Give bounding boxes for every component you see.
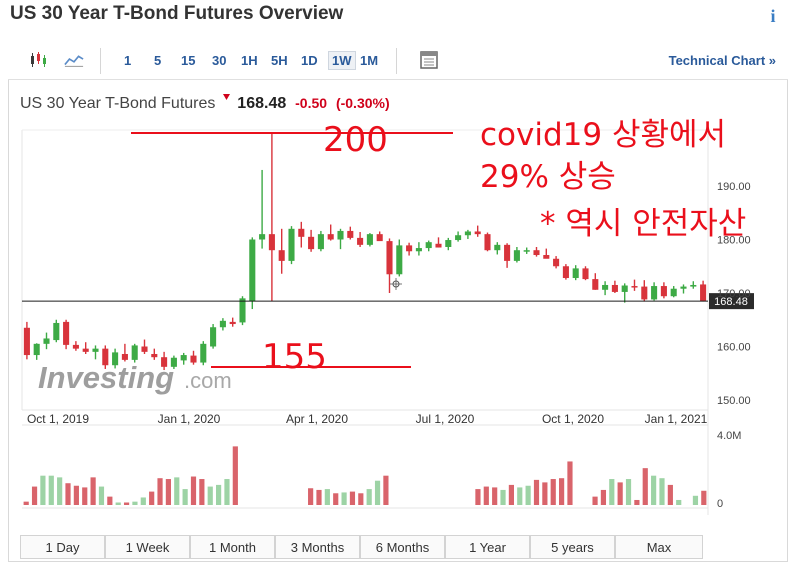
chart-panel (8, 42, 788, 562)
price-change: -0.50 (295, 95, 328, 111)
timeframe-1d[interactable]: 1D (301, 53, 318, 68)
range-1-week[interactable]: 1 Week (105, 535, 190, 559)
timeframe-1min[interactable]: 1 (124, 53, 132, 68)
area-chart-icon[interactable] (64, 50, 84, 70)
price-change-percent: (-0.30%) (335, 95, 390, 111)
table-view-icon[interactable] (419, 50, 439, 70)
range-1-day[interactable]: 1 Day (20, 535, 105, 559)
range-6-months[interactable]: 6 Months (360, 535, 445, 559)
down-arrow-icon (222, 94, 230, 100)
timeframe-5min[interactable]: 5 (154, 53, 162, 68)
range-1-month[interactable]: 1 Month (190, 535, 275, 559)
timeframe-5h[interactable]: 5H (271, 53, 288, 68)
timeframe-1w[interactable]: 1W (328, 51, 356, 70)
instrument-name: US 30 Year T-Bond Futures (20, 95, 216, 112)
toolbar-separator (396, 48, 397, 74)
candlestick-icon[interactable] (28, 50, 48, 70)
info-icon[interactable]: i (770, 6, 776, 26)
timeframe-1h[interactable]: 1H (241, 53, 258, 68)
page-title: US 30 Year T-Bond Futures Overview (10, 3, 344, 24)
timeframe-1m[interactable]: 1M (360, 53, 379, 68)
toolbar-separator (100, 48, 101, 74)
range-3-months[interactable]: 3 Months (275, 535, 360, 559)
timeframe-15min[interactable]: 15 (181, 53, 196, 68)
timeframe-30min[interactable]: 30 (212, 53, 227, 68)
range-max[interactable]: Max (615, 535, 703, 559)
range-5-years[interactable]: 5 years (530, 535, 615, 559)
quote-header: US 30 Year T-Bond Futures 168.48 -0.50 (… (20, 92, 390, 113)
last-price: 168.48 (237, 95, 287, 112)
range-1-year[interactable]: 1 Year (445, 535, 530, 559)
technical-chart-link[interactable]: Technical Chart » (668, 53, 776, 68)
chart-toolbar: 1 5 15 30 1H 5H 1D 1W 1M Technical Chart… (8, 42, 788, 80)
